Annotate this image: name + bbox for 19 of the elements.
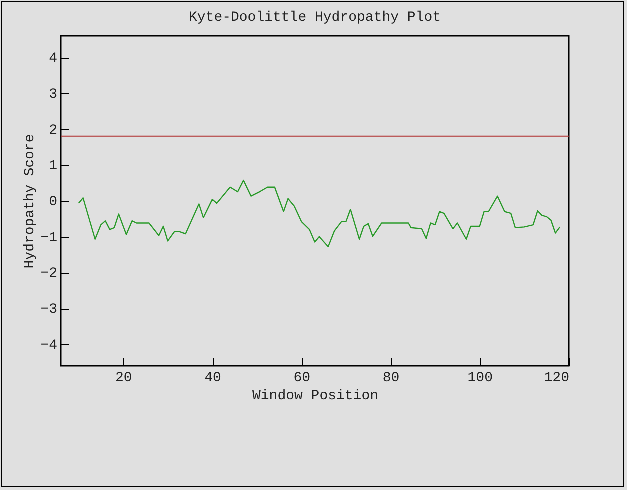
line-series [78, 180, 561, 248]
y-tick-label: 3 [49, 86, 58, 103]
x-tick-label: 120 [544, 370, 570, 386]
y-tick-label: −4 [40, 338, 58, 354]
y-tick-label: 4 [49, 51, 58, 68]
x-tick-label: 100 [468, 370, 493, 386]
y-axis-title: Hydropathy Score [22, 134, 39, 269]
y-tick-label: −3 [40, 302, 58, 318]
y-tick-label: 1 [49, 158, 58, 175]
x-tick-label: 40 [204, 370, 222, 386]
x-tick-label: 20 [115, 370, 132, 386]
y-tick-label: −1 [40, 230, 58, 246]
y-tick-label: −2 [40, 266, 58, 282]
y-tick-label: 0 [49, 194, 58, 210]
x-axis-title: Window Position [252, 388, 379, 404]
x-tick-label: 80 [382, 370, 400, 386]
x-tick-label: 60 [294, 370, 311, 386]
chart-title: Kyte-Doolittle Hydropathy Plot [188, 10, 442, 26]
y-tick-label: 2 [49, 122, 58, 139]
